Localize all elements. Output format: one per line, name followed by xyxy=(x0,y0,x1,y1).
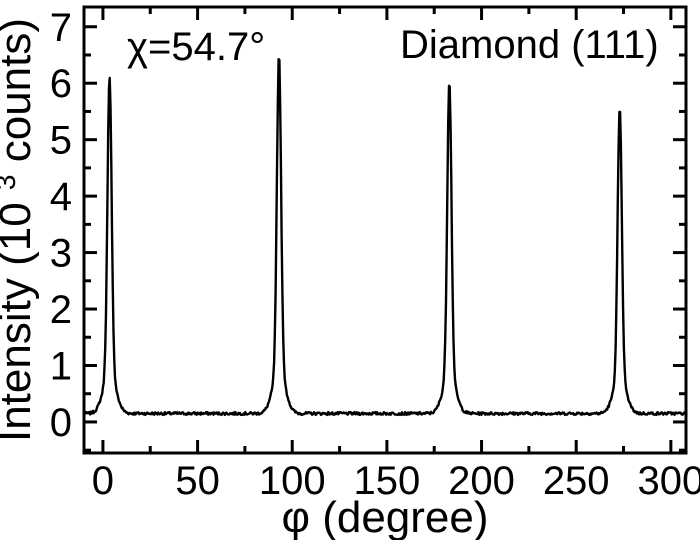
x-tick-label: 100 xyxy=(259,459,326,503)
x-tick-label: 250 xyxy=(543,459,610,503)
y-tick-label: 2 xyxy=(50,288,72,332)
sample-name-annotation: Diamond (111) xyxy=(400,23,659,67)
x-tick-label: 200 xyxy=(448,459,515,503)
y-tick-label: 7 xyxy=(50,6,72,50)
axis-tick-labels: 0 50 100 150 200 250 300 0 1 2 3 4 5 6 7 xyxy=(50,6,700,503)
y-axis-title-main: Intensity (10 xyxy=(0,202,40,442)
x-tick-label: 0 xyxy=(92,459,114,503)
intensity-trace xyxy=(82,58,688,417)
y-tick-label: 3 xyxy=(50,232,72,276)
x-axis-title: φ (degree) xyxy=(281,493,488,540)
x-tick-label: 50 xyxy=(175,459,220,503)
plot-frame xyxy=(82,5,688,455)
chi-angle-annotation: χ=54.7° xyxy=(127,25,265,69)
x-tick-label: 300 xyxy=(637,459,700,503)
y-tick-label: 6 xyxy=(50,62,72,106)
y-axis-title: Intensity (10 3 counts) xyxy=(0,18,40,442)
y-tick-label: 0 xyxy=(50,401,72,445)
y-axis-title-units: counts) xyxy=(0,18,40,162)
axis-ticks xyxy=(84,7,686,453)
y-tick-label: 1 xyxy=(50,344,72,388)
y-tick-label: 5 xyxy=(50,119,72,163)
y-tick-label: 4 xyxy=(50,175,72,219)
x-tick-label: 150 xyxy=(354,459,421,503)
y-axis-title-superscript: 3 xyxy=(0,175,21,191)
